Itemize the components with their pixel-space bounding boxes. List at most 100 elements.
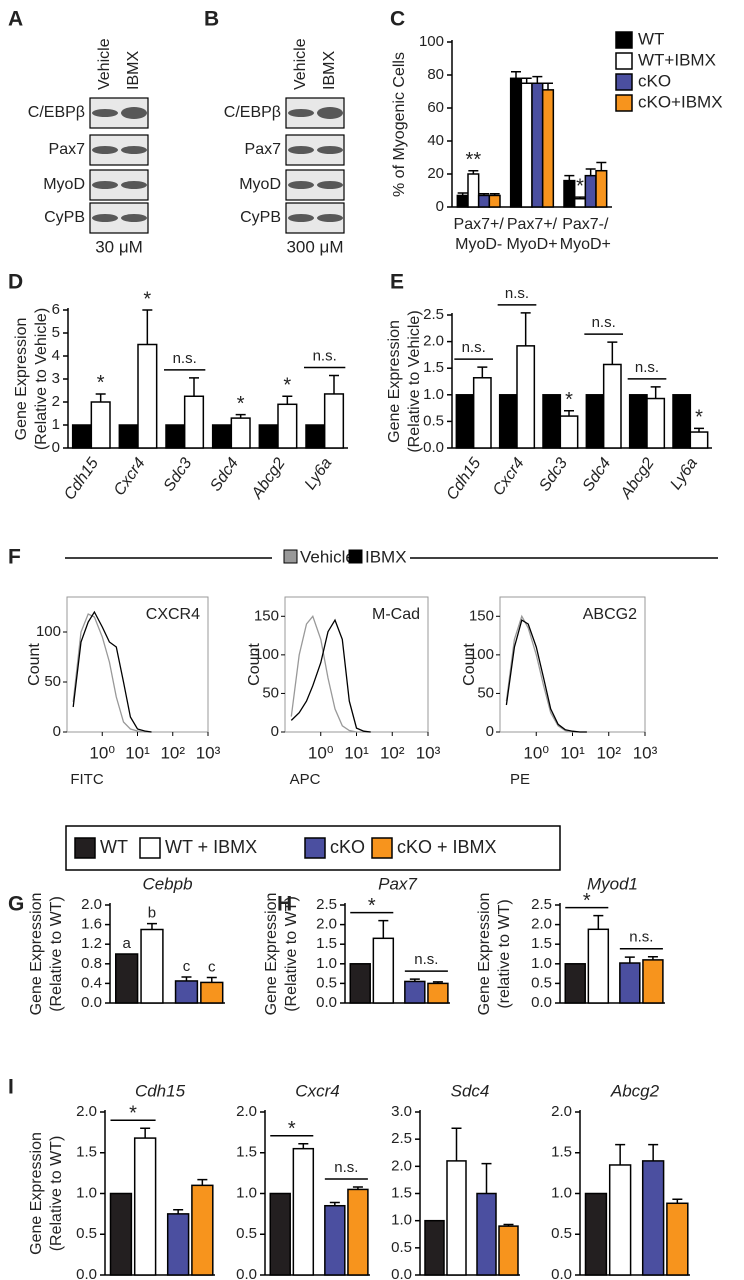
blot-band [92,181,118,189]
y-tick-label: 6 [52,301,60,318]
error-bar [181,976,192,981]
panel-label: E [390,271,404,294]
x-axis-label: FITC [70,771,103,788]
y-tick-label: 1.5 [551,1144,572,1161]
error-bar [564,410,574,417]
error-bar [378,919,389,939]
y-tick-label: 1.5 [391,1184,412,1201]
blot-band [121,214,147,222]
legend-label: IBMX [365,547,407,566]
bar [258,424,279,449]
y-tick-label: 1.0 [316,955,337,972]
y-tick-label: 0 [486,723,494,740]
bar [305,424,326,449]
legend-label: cKO+IBMX [638,92,723,111]
significance: * [237,393,245,415]
bar [564,963,586,1004]
y-tick-label: 0 [52,439,60,456]
y-tick-label: 0 [436,198,444,215]
y-tick-label: 2.0 [236,1103,257,1120]
blot-dose: 300 μM [286,237,343,256]
bar [115,953,139,1004]
y-tick-label: 100 [419,33,444,50]
y-tick-label: 1.0 [76,1184,97,1201]
error-bar [503,1223,514,1227]
legend-label: WT + IBMX [165,837,257,857]
error-bar [481,1162,492,1194]
y-tick-label: 2.0 [551,1103,572,1120]
y-tick-label: 50 [477,684,494,701]
bar [646,397,666,449]
bar [404,980,426,1004]
bar [472,377,492,449]
error-bar [596,161,607,171]
y-tick-label: 2.5 [316,896,337,913]
error-bar [298,1143,309,1149]
chart-title: ABCG2 [583,606,637,623]
bar [573,198,587,208]
error-bar [543,82,553,90]
bar [71,424,93,449]
x-tick-label: Sdc3 [161,455,196,495]
error-bar [197,1178,208,1186]
y-axis-label: % of Myogenic Cells [391,52,408,197]
x-tick-label: 10¹ [125,743,150,762]
y-axis-label: Gene Expression (Relative to WT) [263,893,300,1016]
y-tick-label: 0.0 [316,994,337,1011]
x-tick-label: 10³ [416,743,441,762]
error-bar [409,978,420,982]
error-bar [521,77,532,84]
significance: n.s. [313,348,337,365]
panel-label: G [8,893,24,916]
y-tick-label: 1 [52,416,60,433]
significance: n.s. [635,359,659,376]
significance: * [143,288,151,310]
significance: * [583,890,591,912]
blot-row-label: C/EBPβ [28,104,85,121]
lane-label: Vehicle [292,38,309,90]
error-bar [694,427,704,433]
error-bar [647,955,658,960]
legend-label: WT [638,29,664,48]
error-bar [607,341,618,365]
chart-title: Cebpb [142,874,192,893]
x-tick-label: 10³ [633,743,658,762]
bar [642,959,664,1004]
y-tick-label: 0.0 [551,1266,572,1280]
y-tick-label: 2.0 [316,916,337,933]
y-tick-label: 0 [53,723,61,740]
bar [666,1202,689,1276]
y-tick-label: 0.5 [76,1225,97,1242]
y-axis-label: Gene Expression (Relative to WT) [28,1132,65,1255]
y-tick-label: 1.5 [531,935,552,952]
bar [269,1192,291,1276]
significance: c [208,958,216,975]
bar [372,937,395,1004]
bar [672,394,692,449]
blot-band [92,109,118,117]
x-tick-label: Cxcr4 [490,455,528,499]
x-tick-label: 10⁰ [308,743,334,762]
legend-swatch [615,31,633,49]
bar [324,1204,346,1276]
y-tick-label: 2.0 [76,1103,97,1120]
error-bar [489,193,500,196]
y-tick-label: 3 [52,370,60,387]
y-tick-label: 0.5 [316,974,337,991]
blot-band [288,146,314,154]
y-tick-label: 0.5 [391,1239,412,1256]
significance: * [695,407,703,429]
bar [230,417,251,449]
y-tick-label: 0.4 [81,974,102,991]
x-tick-label: 10¹ [560,743,585,762]
panel-label: F [8,546,21,569]
bar [509,77,523,208]
error-bar [146,922,157,930]
error-bar [432,981,443,984]
error-bar [457,192,468,196]
y-axis-label: Count [26,643,43,686]
legend-swatch [348,549,363,564]
error-bar [511,70,521,79]
